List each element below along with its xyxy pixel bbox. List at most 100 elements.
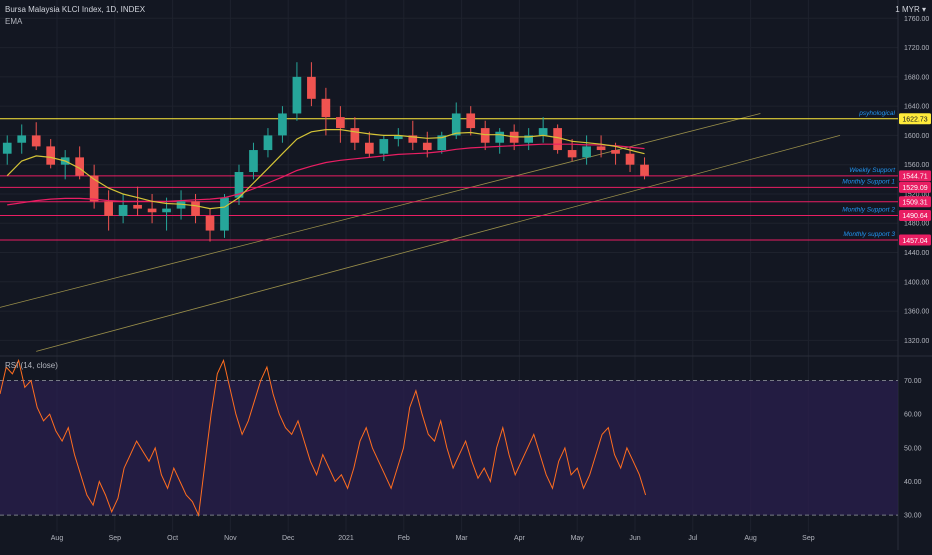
candle-body bbox=[538, 128, 548, 136]
level-price-text: 1509.31 bbox=[902, 199, 927, 206]
candle-body bbox=[220, 197, 229, 231]
candle-body bbox=[118, 204, 128, 216]
y-tick-label: 1760.00 bbox=[904, 16, 929, 23]
rsi-tick-label: 50.00 bbox=[904, 445, 922, 452]
candle-body bbox=[234, 172, 244, 198]
ema-slow-line bbox=[7, 143, 645, 206]
level-price-text: 1490.64 bbox=[902, 213, 927, 220]
candle-body bbox=[480, 128, 490, 143]
rsi-tick-label: 70.00 bbox=[904, 378, 922, 385]
candle-body bbox=[205, 215, 215, 231]
candle-body bbox=[75, 157, 85, 176]
level-label: psyhological bbox=[858, 110, 895, 117]
candle-body bbox=[104, 201, 113, 216]
candle-body bbox=[191, 201, 200, 216]
y-tick-label: 1480.00 bbox=[904, 221, 929, 228]
candle-body bbox=[46, 146, 56, 165]
level-label: Monthly Support 1 bbox=[842, 178, 895, 185]
candle-body bbox=[263, 135, 273, 151]
x-tick-label: Sep bbox=[109, 535, 122, 542]
candle-body bbox=[408, 135, 418, 143]
x-tick-label: Sep bbox=[802, 535, 815, 542]
level-price-text: 1457.04 bbox=[902, 238, 927, 245]
candle-body bbox=[336, 117, 345, 129]
candle-body bbox=[292, 76, 302, 114]
candle-body bbox=[176, 201, 186, 209]
currency-label[interactable]: 1 MYR ▾ bbox=[895, 5, 926, 14]
candle-body bbox=[350, 128, 360, 143]
x-tick-label: Mar bbox=[456, 535, 469, 542]
candle-body bbox=[364, 142, 374, 154]
y-tick-label: 1680.00 bbox=[904, 74, 929, 81]
y-tick-label: 1520.00 bbox=[904, 191, 929, 198]
candle-body bbox=[611, 150, 620, 154]
rsi-line bbox=[0, 358, 647, 518]
candle-body bbox=[422, 142, 432, 151]
x-tick-label: Aug bbox=[51, 535, 64, 542]
candle-body bbox=[31, 135, 41, 147]
candle-body bbox=[567, 150, 577, 158]
candle-body bbox=[89, 175, 99, 202]
chevron-down-icon: ▾ bbox=[921, 5, 926, 14]
candle-body bbox=[17, 135, 27, 143]
candle-body bbox=[451, 113, 461, 136]
candle-body bbox=[379, 139, 389, 154]
candle-body bbox=[2, 142, 12, 154]
rsi-band-fill bbox=[0, 380, 898, 516]
rsi-tick-label: 30.00 bbox=[904, 513, 922, 520]
x-tick-label: Apr bbox=[514, 535, 526, 542]
candle-body bbox=[321, 98, 331, 118]
x-tick-label: Feb bbox=[398, 535, 410, 542]
candle-body bbox=[625, 153, 635, 165]
currency-number: 1 bbox=[895, 5, 900, 14]
candle-body bbox=[640, 164, 649, 176]
level-price-text: 1529.09 bbox=[902, 185, 927, 192]
level-price-tag bbox=[899, 234, 931, 246]
candle-body bbox=[553, 128, 562, 151]
y-tick-label: 1320.00 bbox=[904, 338, 929, 345]
candle-body bbox=[147, 208, 157, 213]
trendline bbox=[0, 113, 761, 308]
level-price-tag bbox=[899, 196, 931, 208]
level-price-tag bbox=[899, 181, 931, 193]
x-tick-label: 2021 bbox=[338, 535, 354, 542]
y-tick-label: 1720.00 bbox=[904, 45, 929, 52]
level-label: Weekly Support bbox=[849, 167, 896, 174]
candle-body bbox=[596, 146, 606, 151]
level-price-tag bbox=[899, 170, 931, 182]
rsi-tick-label: 40.00 bbox=[904, 479, 922, 486]
candle-body bbox=[162, 208, 171, 213]
x-tick-label: Jun bbox=[629, 535, 640, 542]
trendline bbox=[36, 135, 841, 352]
y-tick-label: 1440.00 bbox=[904, 250, 929, 257]
x-tick-label: Dec bbox=[282, 535, 295, 542]
level-label: Monthly Support 2 bbox=[842, 206, 895, 213]
y-tick-label: 1360.00 bbox=[904, 309, 929, 316]
currency-code: MYR bbox=[901, 5, 920, 14]
level-price-text: 1544.71 bbox=[902, 174, 927, 181]
candle-body bbox=[524, 135, 534, 143]
x-tick-label: Nov bbox=[224, 535, 237, 542]
ema-fast-line bbox=[6, 129, 645, 210]
candle-body bbox=[278, 113, 287, 136]
candle-body bbox=[437, 135, 447, 151]
indicator-label: EMA bbox=[5, 17, 23, 26]
level-price-tag bbox=[899, 209, 931, 221]
level-price-tag bbox=[899, 113, 931, 125]
level-price-text: 1622.73 bbox=[902, 116, 927, 123]
rsi-tick-label: 60.00 bbox=[904, 412, 922, 419]
y-tick-label: 1600.00 bbox=[904, 133, 929, 140]
y-tick-label: 1400.00 bbox=[904, 279, 929, 286]
level-label: Monthly support 3 bbox=[843, 231, 895, 238]
candle-body bbox=[466, 113, 476, 129]
candle-body bbox=[582, 146, 591, 158]
y-tick-label: 1640.00 bbox=[904, 104, 929, 111]
x-tick-label: Jul bbox=[688, 535, 697, 542]
x-tick-label: Oct bbox=[167, 535, 178, 542]
x-tick-label: Aug bbox=[744, 535, 757, 542]
candle-body bbox=[133, 204, 142, 209]
candle-body bbox=[495, 131, 505, 143]
rsi-label: RSI (14, close) bbox=[5, 361, 58, 370]
